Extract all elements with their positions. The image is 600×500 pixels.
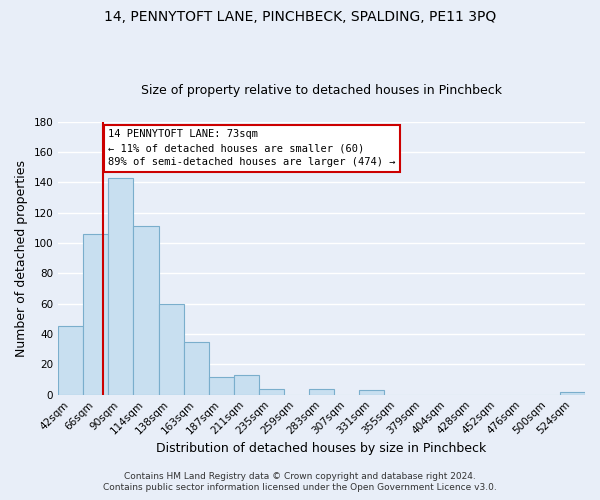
Y-axis label: Number of detached properties: Number of detached properties	[15, 160, 28, 357]
Bar	[234, 375, 259, 394]
Bar	[184, 342, 209, 394]
Bar	[133, 226, 158, 394]
Text: 14 PENNYTOFT LANE: 73sqm
← 11% of detached houses are smaller (60)
89% of semi-d: 14 PENNYTOFT LANE: 73sqm ← 11% of detach…	[109, 130, 396, 168]
Text: Contains HM Land Registry data © Crown copyright and database right 2024.
Contai: Contains HM Land Registry data © Crown c…	[103, 472, 497, 492]
Bar	[359, 390, 385, 394]
Bar	[109, 178, 133, 394]
Bar	[309, 388, 334, 394]
Bar	[259, 388, 284, 394]
Title: Size of property relative to detached houses in Pinchbeck: Size of property relative to detached ho…	[141, 84, 502, 97]
X-axis label: Distribution of detached houses by size in Pinchbeck: Distribution of detached houses by size …	[157, 442, 487, 455]
Bar	[58, 326, 83, 394]
Bar	[83, 234, 109, 394]
Text: 14, PENNYTOFT LANE, PINCHBECK, SPALDING, PE11 3PQ: 14, PENNYTOFT LANE, PINCHBECK, SPALDING,…	[104, 10, 496, 24]
Bar	[158, 304, 184, 394]
Bar	[209, 376, 234, 394]
Bar	[560, 392, 585, 394]
